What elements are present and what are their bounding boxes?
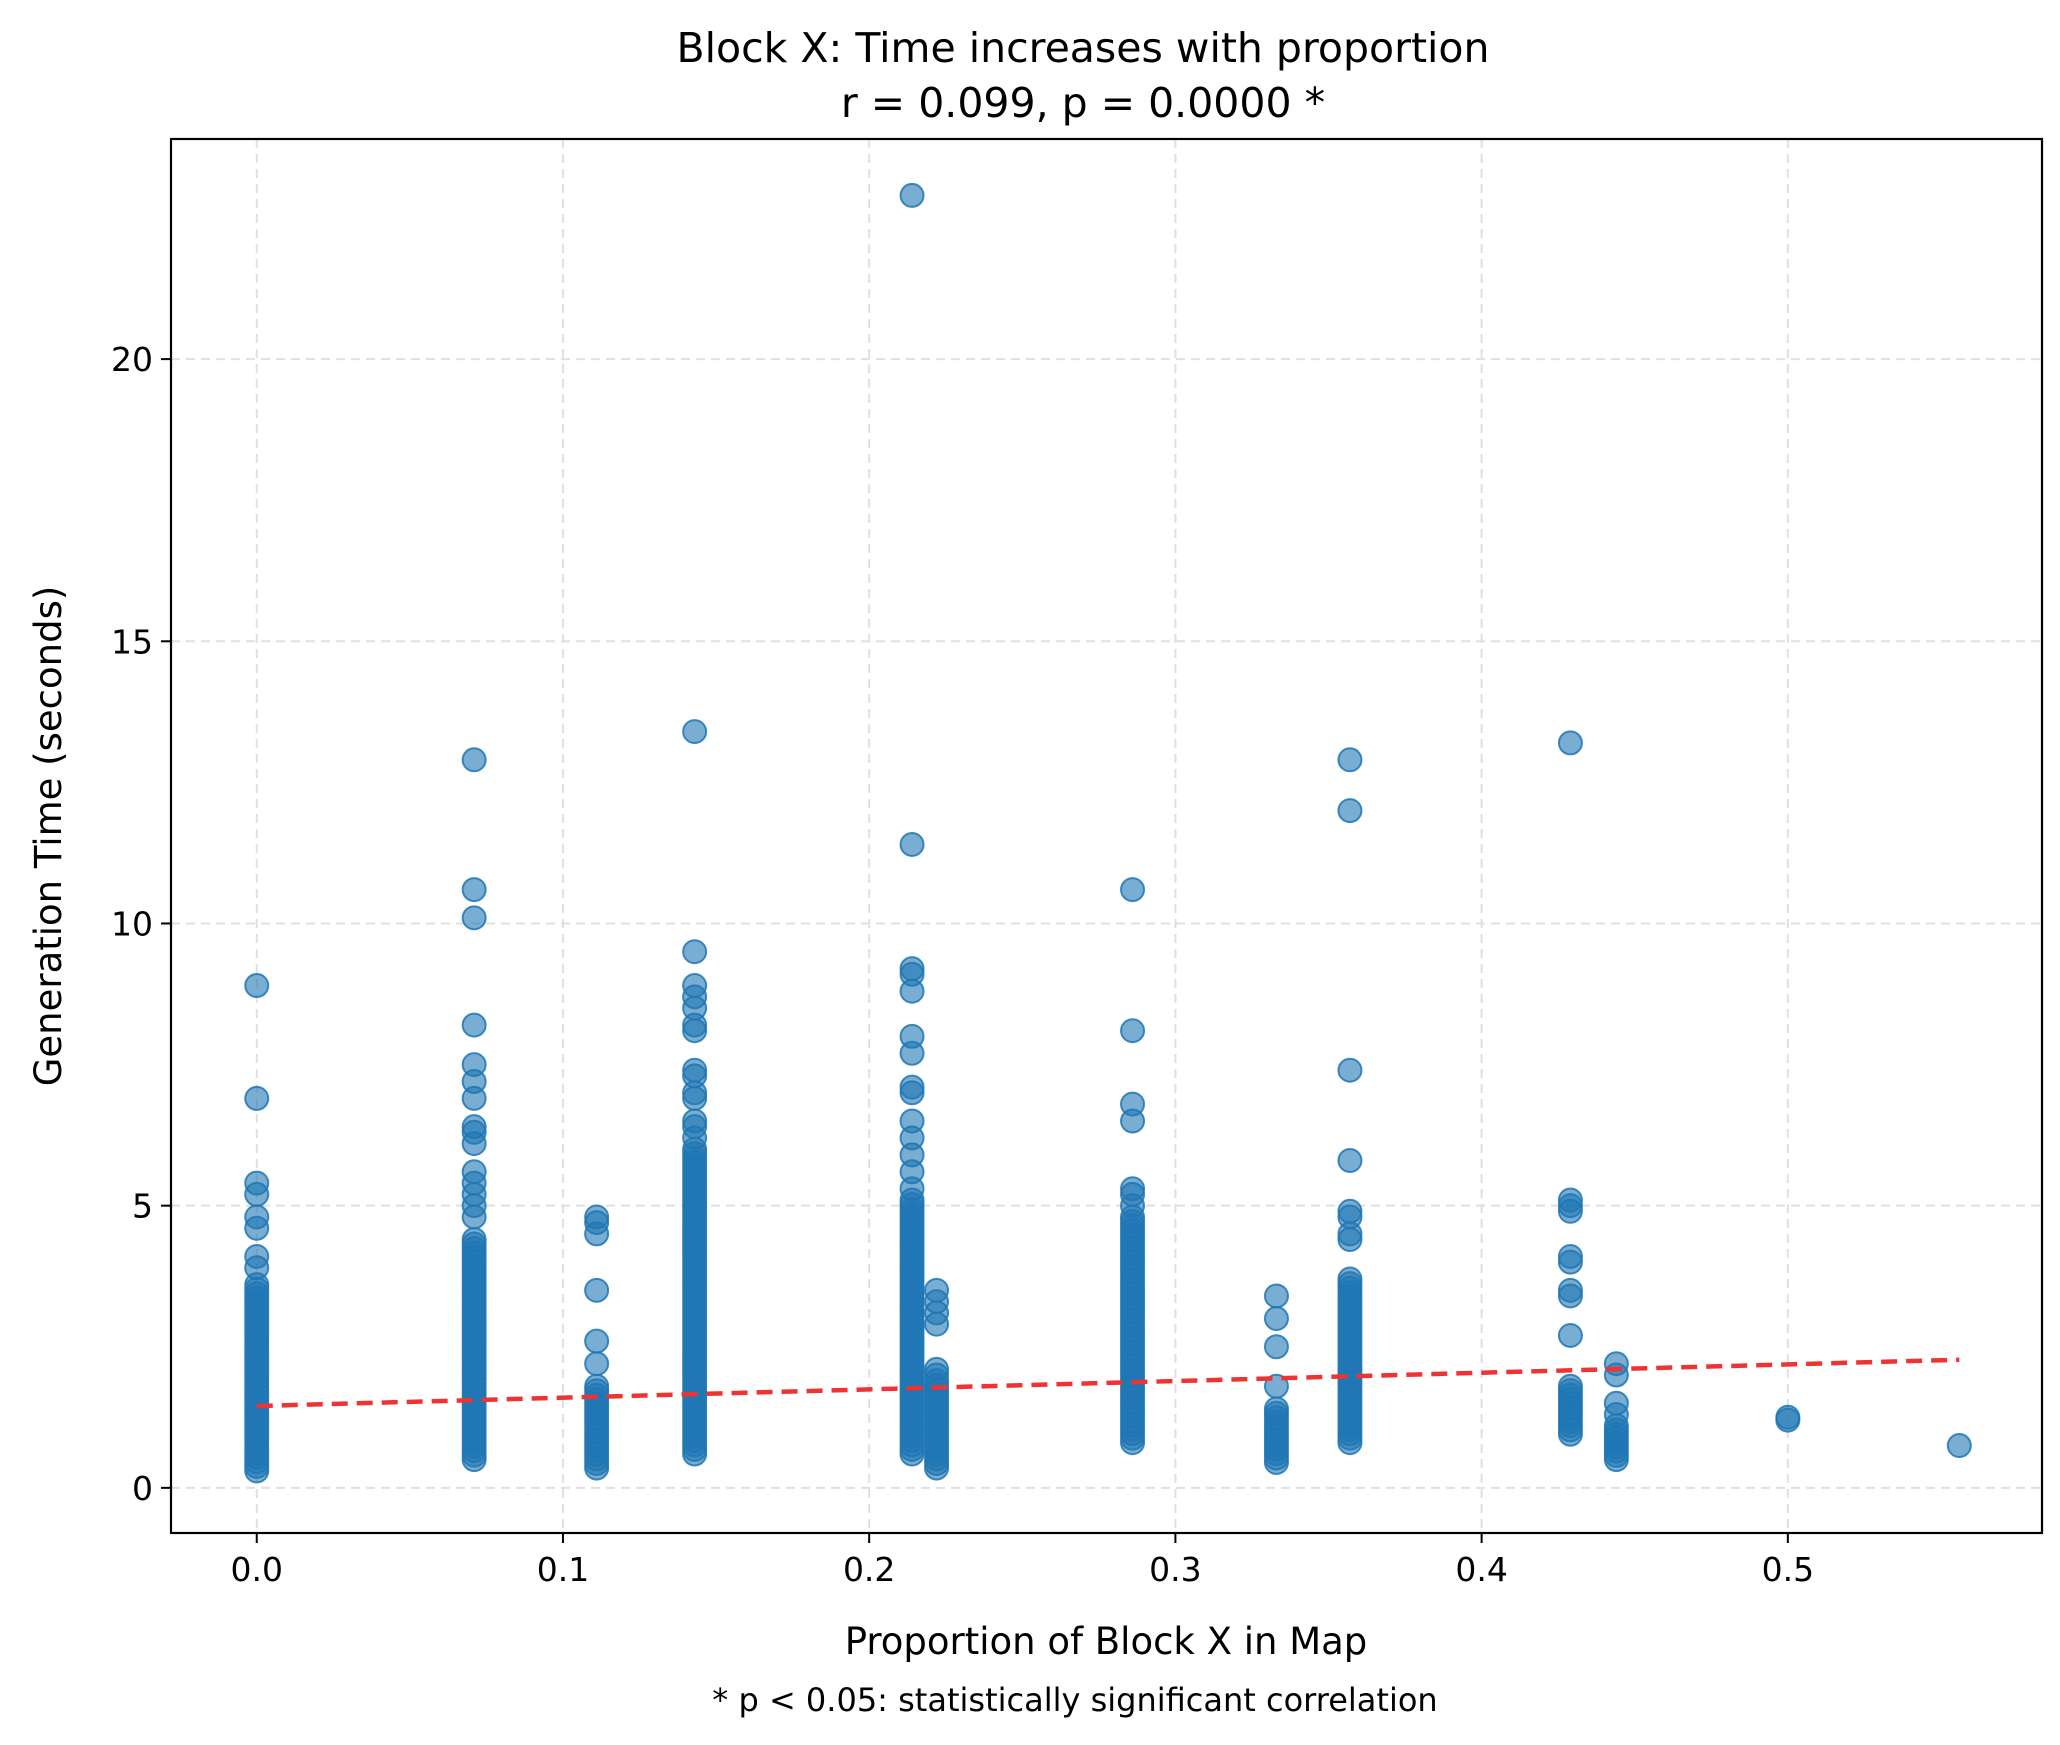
data-point <box>245 1217 268 1240</box>
data-point <box>463 1228 486 1251</box>
chart-subtitle: r = 0.099, p = 0.0000 * <box>841 79 1325 127</box>
x-tick-label: 0.3 <box>1149 1550 1201 1589</box>
grid-lines <box>171 139 2042 1533</box>
data-point <box>901 980 924 1003</box>
data-point <box>901 1042 924 1065</box>
data-point <box>1265 1307 1288 1330</box>
data-point <box>1559 1200 1582 1223</box>
data-point <box>245 1087 268 1110</box>
data-point <box>683 1019 706 1042</box>
data-point <box>1265 1284 1288 1307</box>
data-point <box>463 906 486 929</box>
data-point <box>1559 731 1582 754</box>
x-tick-label: 0.5 <box>1762 1550 1814 1589</box>
data-point <box>901 1081 924 1104</box>
data-point <box>463 748 486 771</box>
data-point <box>463 878 486 901</box>
footnote: * p < 0.05: statistically significant co… <box>712 1681 1437 1719</box>
data-point <box>463 1205 486 1228</box>
trend-line-group <box>257 1360 1960 1406</box>
data-point <box>245 1183 268 1206</box>
plot-frame <box>171 139 2042 1533</box>
data-point <box>1338 1059 1361 1082</box>
data-point <box>1338 1228 1361 1251</box>
data-point <box>901 1177 924 1200</box>
data-point <box>1121 1019 1144 1042</box>
data-point <box>463 1014 486 1037</box>
data-point <box>1559 1251 1582 1274</box>
data-point <box>245 974 268 997</box>
y-tick-label: 15 <box>111 622 153 661</box>
data-point <box>683 940 706 963</box>
data-point <box>1338 799 1361 822</box>
data-point <box>1338 748 1361 771</box>
data-point <box>1605 1403 1628 1426</box>
x-tick-label: 0.2 <box>843 1550 895 1589</box>
data-point <box>683 720 706 743</box>
data-point <box>585 1279 608 1302</box>
chart-title: Block X: Time increases with proportion <box>676 24 1489 72</box>
data-point <box>245 1256 268 1279</box>
data-point <box>585 1375 608 1398</box>
data-point <box>1559 1375 1582 1398</box>
x-tick-label: 0.4 <box>1455 1550 1507 1589</box>
data-point <box>1121 1110 1144 1133</box>
y-axis-label: Generation Time (seconds) <box>27 586 70 1087</box>
data-point <box>463 1087 486 1110</box>
data-point <box>1776 1409 1799 1432</box>
data-point <box>683 1126 706 1149</box>
data-point <box>1265 1397 1288 1420</box>
data-point <box>585 1330 608 1353</box>
data-point <box>1559 1324 1582 1347</box>
x-tick-label: 0.1 <box>537 1550 589 1589</box>
data-point <box>683 1087 706 1110</box>
y-tick-label: 10 <box>111 904 153 943</box>
data-point <box>901 833 924 856</box>
data-point <box>901 184 924 207</box>
trend-line <box>257 1360 1960 1406</box>
data-point <box>925 1363 948 1386</box>
data-point <box>1265 1335 1288 1358</box>
y-tick-label: 20 <box>111 340 153 379</box>
data-point <box>1121 1194 1144 1217</box>
y-tick-label: 5 <box>132 1187 153 1226</box>
data-point <box>585 1222 608 1245</box>
data-point <box>1338 1268 1361 1291</box>
data-point <box>925 1313 948 1336</box>
x-tick-label: 0.0 <box>230 1550 282 1589</box>
data-point <box>1559 1284 1582 1307</box>
data-point <box>1121 878 1144 901</box>
data-points <box>245 184 1971 1482</box>
x-axis-label: Proportion of Block X in Map <box>845 1620 1368 1663</box>
y-tick-label: 0 <box>132 1469 153 1508</box>
data-point <box>1338 1149 1361 1172</box>
data-point <box>463 1132 486 1155</box>
data-point <box>1948 1434 1971 1457</box>
data-point <box>585 1352 608 1375</box>
